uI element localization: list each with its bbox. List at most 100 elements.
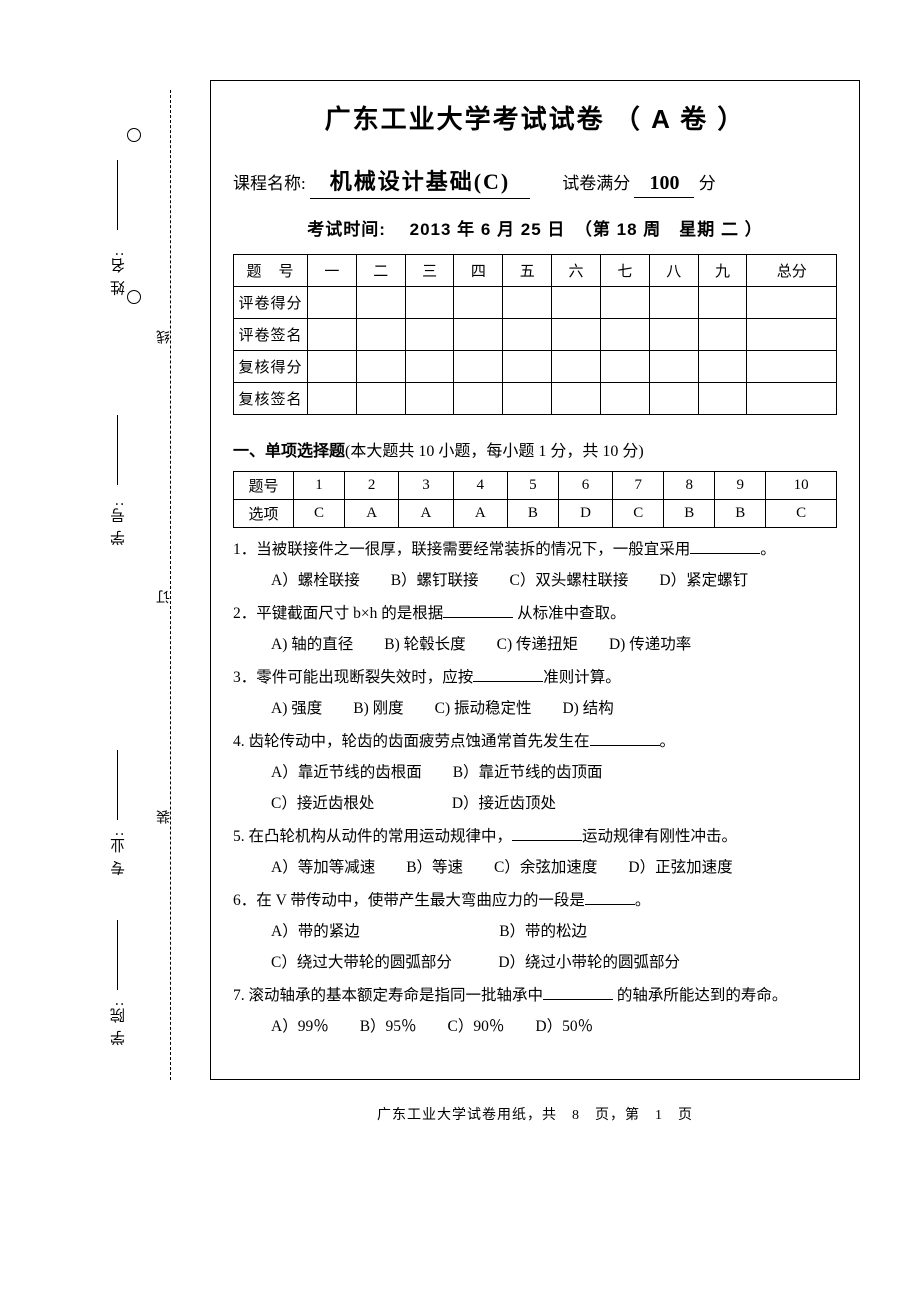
row-header: 题 号 (234, 255, 308, 287)
question: 7. 滚动轴承的基本额定寿命是指同一批轴承中 的轴承所能达到的寿命。 A）99％… (233, 980, 837, 1042)
table-row: 选项 C A A A B D C B B C (234, 500, 837, 528)
question-options: A）靠近节线的齿根面 B）靠近节线的齿顶面 (233, 757, 837, 788)
answer-num: 1 (294, 472, 345, 500)
section-title-rest: (本大题共 10 小题，每小题 1 分，共 10 分) (345, 443, 644, 460)
blank (543, 986, 613, 1000)
course-label: 课程名称: (233, 174, 306, 193)
col-header: 二 (356, 255, 405, 287)
punch-hole (127, 128, 141, 142)
col-header: 九 (698, 255, 747, 287)
answer-val: C (294, 500, 345, 528)
course-name: 机械设计基础(C) (310, 164, 530, 199)
answer-val: B (507, 500, 558, 528)
blank (473, 668, 543, 682)
question-stem: 6．在 V 带传动中，使带产生最大弯曲应力的一段是 (233, 892, 585, 909)
answer-table: 题号 1 2 3 4 5 6 7 8 9 10 选项 C A A (233, 471, 837, 528)
question-tail: 。 (660, 733, 676, 750)
table-row: 复核得分 (234, 351, 837, 383)
question-stem: 3．零件可能出现断裂失效时，应按 (233, 669, 473, 686)
answer-num: 7 (613, 472, 664, 500)
gutter-line (117, 415, 118, 485)
question-tail: 。 (635, 892, 651, 909)
question-options: A) 轴的直径 B) 轮毂长度 C) 传递扭矩 D) 传递功率 (233, 629, 837, 660)
section-title: 一、单项选择题(本大题共 10 小题，每小题 1 分，共 10 分) (233, 437, 837, 461)
question-options: A）带的紧边 B）带的松边 (233, 916, 837, 947)
answer-val: D (558, 500, 612, 528)
full-score-label: 试卷满分 (562, 174, 630, 193)
question: 1．当被联接件之一很厚，联接需要经常装拆的情况下，一般宜采用 。 A）螺栓联接 B… (233, 534, 837, 596)
table-row: 复核签名 (234, 383, 837, 415)
answer-num: 2 (345, 472, 399, 500)
row-header: 题号 (234, 472, 294, 500)
col-header: 一 (308, 255, 357, 287)
blank (690, 540, 760, 554)
question: 3．零件可能出现断裂失效时，应按 准则计算。 A) 强度 B) 刚度 C) 振动稳… (233, 662, 837, 724)
question-options: C）绕过大带轮的圆弧部分 D）绕过小带轮的圆弧部分 (233, 947, 837, 978)
gutter-line (117, 750, 118, 820)
question: 2．平键截面尺寸 b×h 的是根据 从标准中查取。 A) 轴的直径 B) 轮毂长… (233, 598, 837, 660)
table-row: 题号 1 2 3 4 5 6 7 8 9 10 (234, 472, 837, 500)
col-header: 总分 (747, 255, 837, 287)
punch-hole (127, 290, 141, 304)
score-table: 题 号 一 二 三 四 五 六 七 八 九 总分 评卷得分 评卷签名 复核得分 … (233, 254, 837, 415)
blank (585, 891, 635, 905)
main-content: 广东工业大学考试试卷 （ A 卷 ） 课程名称: 机械设计基础(C) 试卷满分 … (180, 0, 920, 1302)
row-header: 复核签名 (234, 383, 308, 415)
table-row: 评卷得分 (234, 287, 837, 319)
answer-val: A (345, 500, 399, 528)
question-options: A）螺栓联接 B）螺钉联接 C）双头螺柱联接 D）紧定螺钉 (233, 565, 837, 596)
question-stem: 1．当被联接件之一很厚，联接需要经常装拆的情况下，一般宜采用 (233, 541, 690, 558)
col-header: 五 (503, 255, 552, 287)
gutter-line (117, 920, 118, 990)
exam-time: 考试时间: 2013 年 6 月 25 日 （第 18 周 星期 二 ） (233, 215, 837, 240)
gutter-label-major: 专 业: (108, 830, 129, 876)
answer-num: 9 (715, 472, 766, 500)
gutter-line (117, 160, 118, 230)
page: 学 院: 专 业: 学 号: 姓 名: 装 订 线 广东工业大学考试试卷 （ A… (0, 0, 920, 1302)
col-header: 八 (649, 255, 698, 287)
gutter-label-college: 学 院: (108, 1000, 129, 1046)
answer-num: 10 (766, 472, 837, 500)
answer-val: B (715, 500, 766, 528)
gutter-label-id: 学 号: (108, 500, 129, 546)
answer-val: A (399, 500, 453, 528)
blank (443, 604, 513, 618)
binding-gutter: 学 院: 专 业: 学 号: 姓 名: 装 订 线 (0, 0, 180, 1100)
question-options: A）99％ B）95％ C）90％ D）50％ (233, 1011, 837, 1042)
answer-num: 5 (507, 472, 558, 500)
answer-val: C (766, 500, 837, 528)
question-stem: 4. 齿轮传动中，轮齿的齿面疲劳点蚀通常首先发生在 (233, 733, 590, 750)
dashed-line (170, 90, 171, 1080)
questions-block: 1．当被联接件之一很厚，联接需要经常装拆的情况下，一般宜采用。 A）螺栓联接 B… (233, 534, 837, 1042)
table-row: 题 号 一 二 三 四 五 六 七 八 九 总分 (234, 255, 837, 287)
table-row: 评卷签名 (234, 319, 837, 351)
score-unit: 分 (699, 174, 716, 193)
content-frame: 广东工业大学考试试卷 （ A 卷 ） 课程名称: 机械设计基础(C) 试卷满分 … (210, 80, 860, 1080)
answer-val: B (664, 500, 715, 528)
col-header: 七 (600, 255, 649, 287)
col-header: 三 (405, 255, 454, 287)
col-header: 六 (552, 255, 601, 287)
blank (512, 827, 582, 841)
row-header: 评卷得分 (234, 287, 308, 319)
blank (590, 732, 660, 746)
answer-num: 6 (558, 472, 612, 500)
row-header: 选项 (234, 500, 294, 528)
question-options: A) 强度 B) 刚度 C) 振动稳定性 D) 结构 (233, 693, 837, 724)
binding-char: 线 (155, 330, 175, 344)
gutter-label-name: 姓 名: (108, 250, 129, 296)
course-row: 课程名称: 机械设计基础(C) 试卷满分 100 分 (233, 164, 837, 199)
answer-val: C (613, 500, 664, 528)
question: 4. 齿轮传动中，轮齿的齿面疲劳点蚀通常首先发生在 。 A）靠近节线的齿根面 B）… (233, 726, 837, 819)
question-tail: 准则计算。 (543, 669, 621, 686)
question-tail: 从标准中查取。 (513, 605, 625, 622)
answer-num: 3 (399, 472, 453, 500)
page-title: 广东工业大学考试试卷 （ A 卷 ） (233, 99, 837, 136)
question: 6．在 V 带传动中，使带产生最大弯曲应力的一段是 。 A）带的紧边 B）带的松边… (233, 885, 837, 978)
answer-val: A (453, 500, 507, 528)
question-tail: 运动规律有刚性冲击。 (582, 828, 737, 845)
question-options: A）等加等减速 B）等速 C）余弦加速度 D）正弦加速度 (233, 852, 837, 883)
answer-num: 4 (453, 472, 507, 500)
question-tail: 。 (760, 541, 776, 558)
question-options: C）接近齿根处 D）接近齿顶处 (233, 788, 837, 819)
